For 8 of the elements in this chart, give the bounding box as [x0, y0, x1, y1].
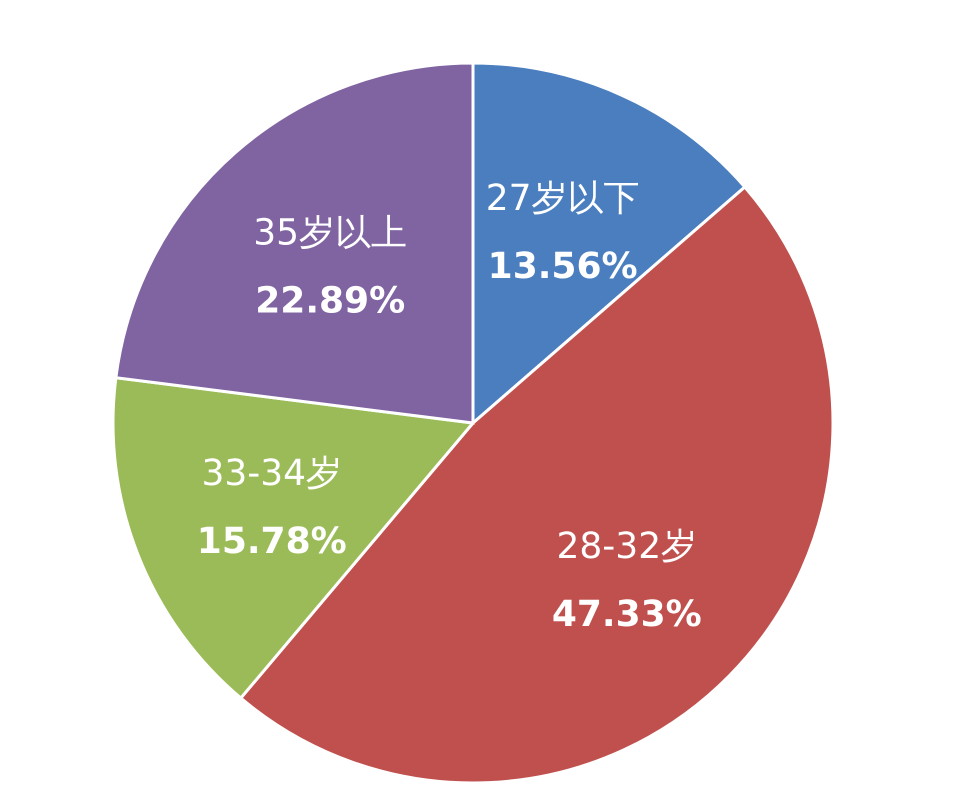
data-label: 47.33%: [552, 594, 702, 636]
slice-label: 28-32岁: [556, 526, 698, 568]
data-label: 13.56%: [488, 246, 638, 287]
slice-label: 27岁以下: [486, 178, 640, 219]
data-label: 22.89%: [255, 280, 406, 322]
slice-label: 35岁以上: [253, 212, 408, 254]
slice-label: 33-34岁: [201, 452, 342, 494]
data-label: 15.78%: [196, 520, 347, 562]
